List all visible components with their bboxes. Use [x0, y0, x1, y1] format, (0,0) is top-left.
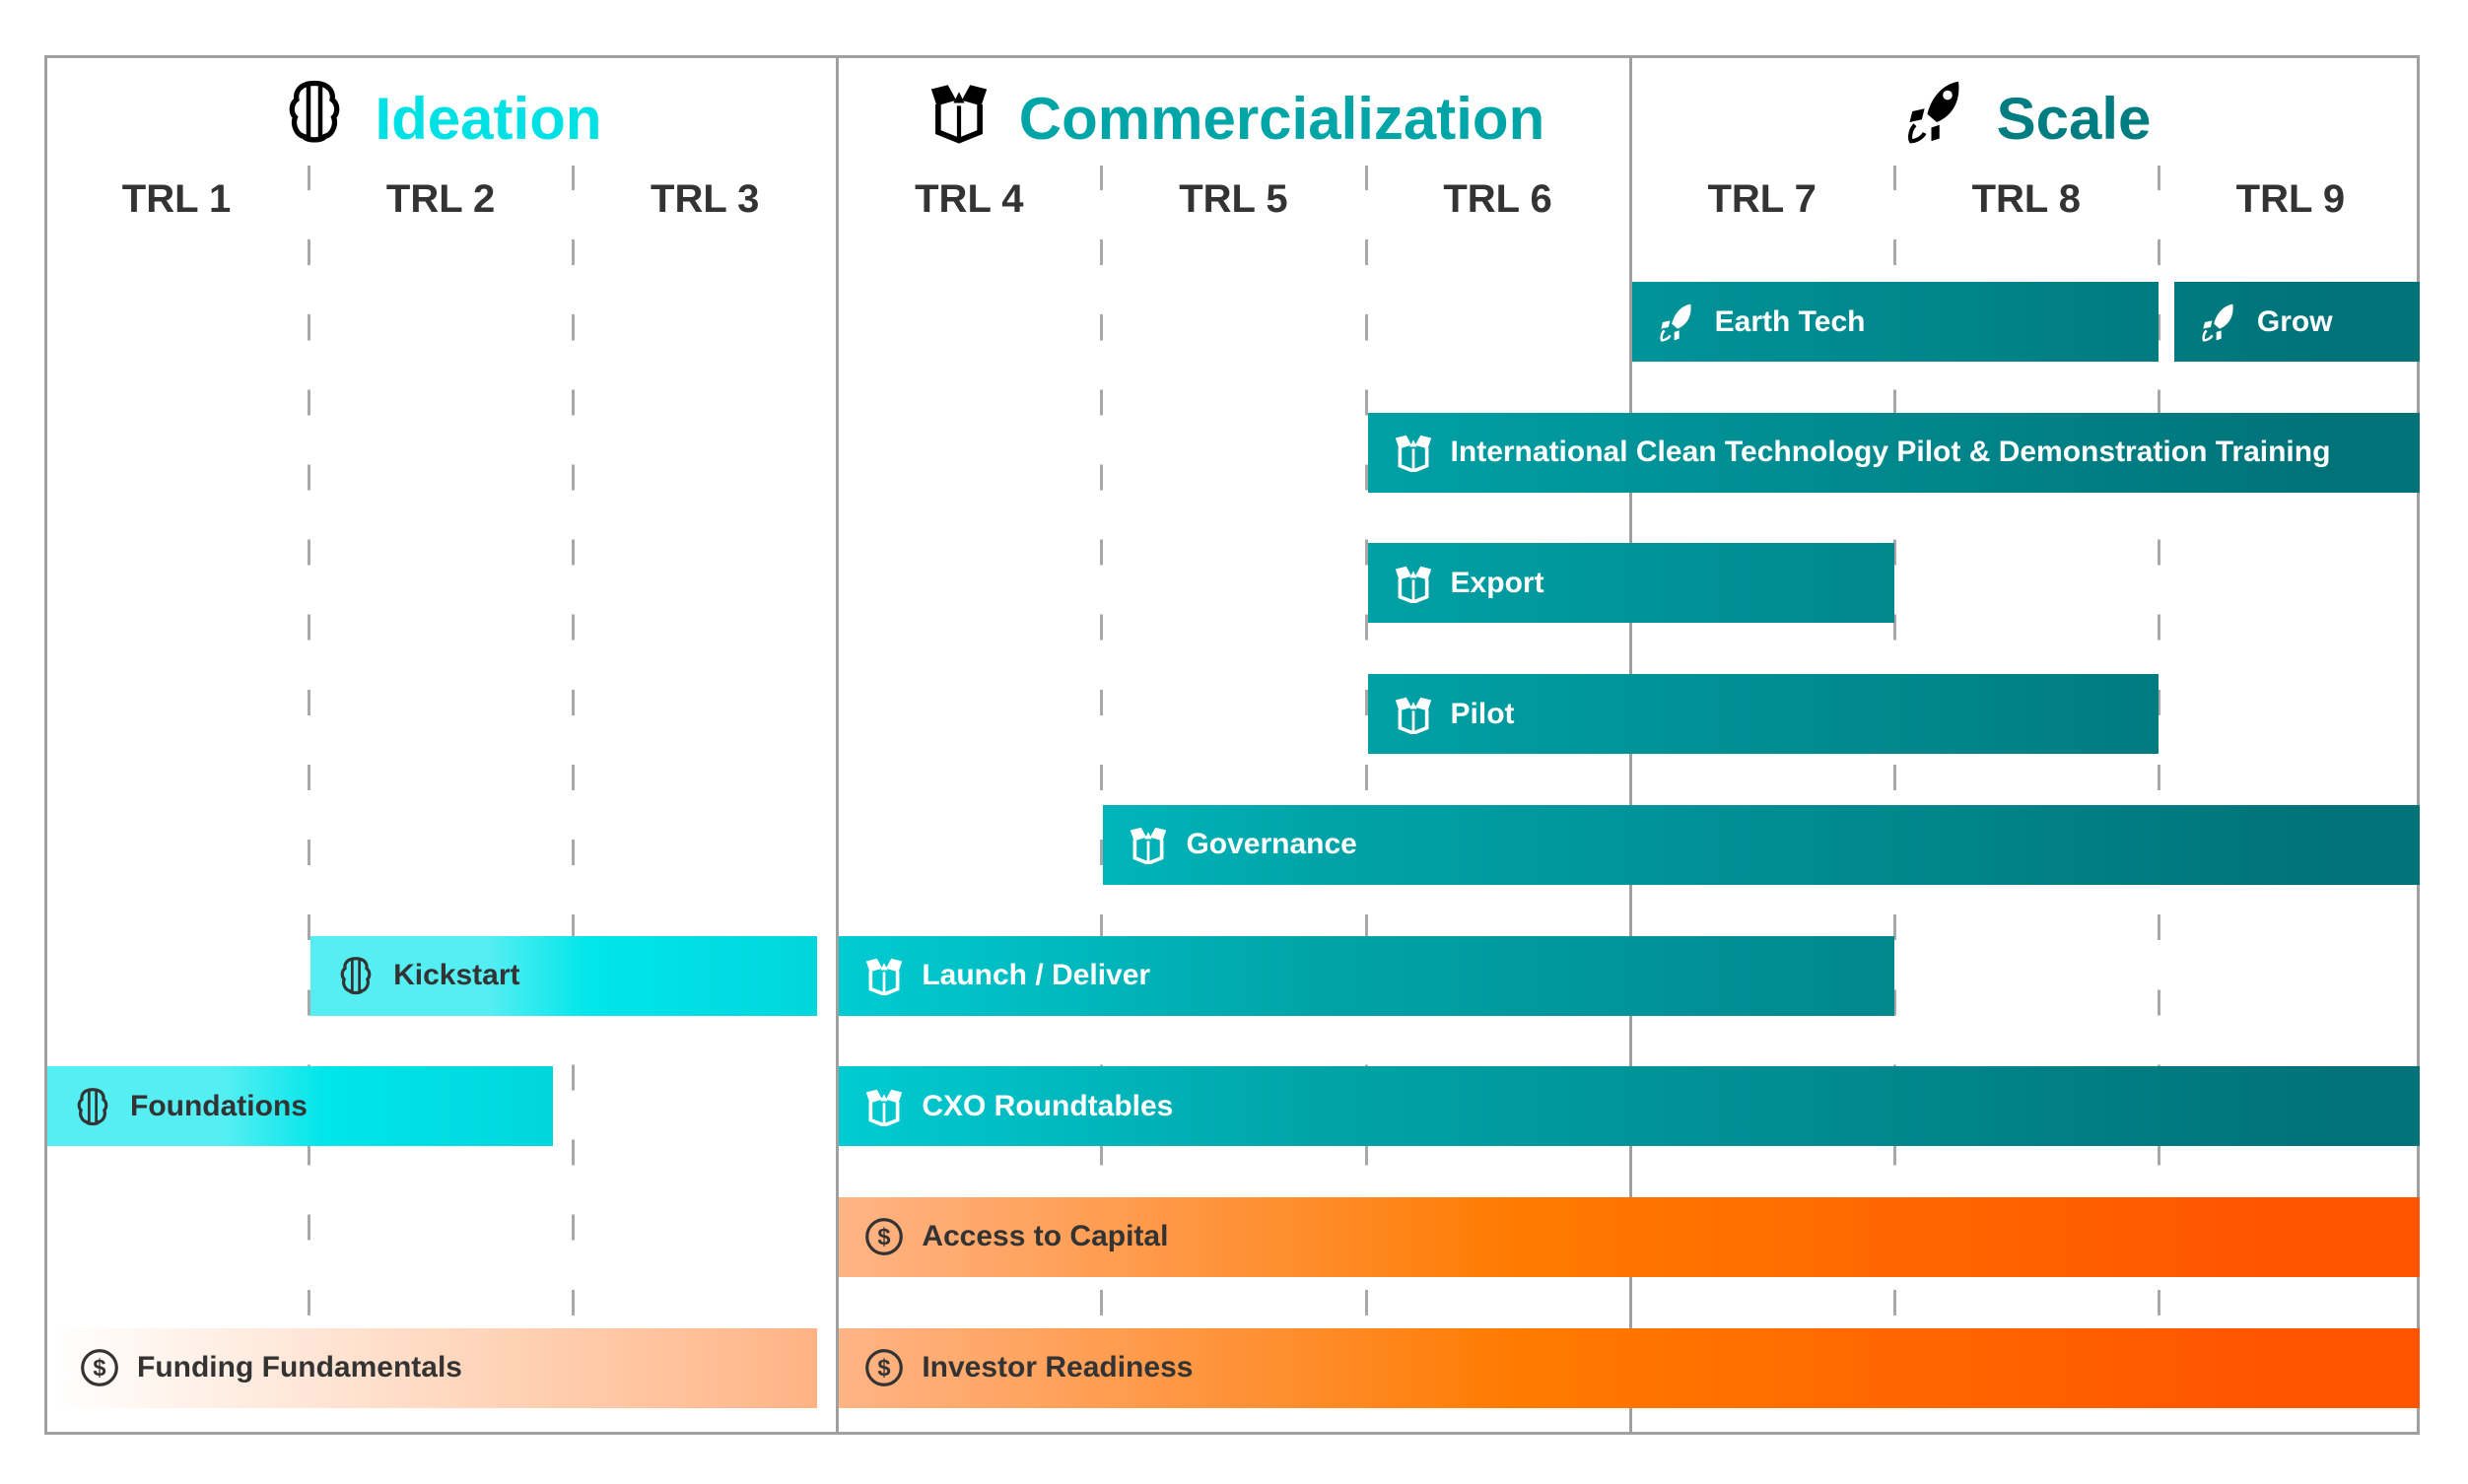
- open-box-icon: [928, 79, 990, 158]
- phase-title-ideation: Ideation: [375, 85, 602, 152]
- roadmap-frame: [44, 55, 2420, 1435]
- trl-label: TRL 8: [1971, 177, 2081, 221]
- open-box-icon: [1394, 564, 1433, 603]
- open-box-icon: [1394, 695, 1433, 734]
- program-label: Access to Capital: [922, 1220, 1169, 1253]
- svg-text:$: $: [878, 1226, 891, 1251]
- trl-divider: [308, 166, 310, 1437]
- trl-label: TRL 3: [651, 177, 760, 221]
- program-bar-export: Export: [1367, 543, 1894, 624]
- program-label: Pilot: [1450, 697, 1515, 730]
- phase-commercialization: Commercialization: [842, 77, 1631, 160]
- trl-label: TRL 1: [121, 177, 232, 221]
- program-label: Export: [1450, 566, 1544, 599]
- dollar-circle-icon: $: [864, 1217, 904, 1256]
- dollar-circle-icon: $: [80, 1348, 119, 1387]
- program-bar-governance: Governance: [1103, 804, 2420, 885]
- trl-label: TRL 5: [1179, 177, 1288, 221]
- trl-divider: [1100, 166, 1103, 1437]
- phase-divider: [836, 55, 839, 1435]
- brain-icon: [284, 79, 345, 158]
- trl-label: TRL 6: [1443, 177, 1552, 221]
- program-bar-investor-readiness: $ Investor Readiness: [839, 1327, 2420, 1408]
- rocket-icon: [1906, 79, 1967, 158]
- phase-title-commercialization: Commercialization: [1018, 85, 1545, 152]
- svg-text:$: $: [878, 1356, 891, 1382]
- open-box-icon: [1129, 825, 1168, 865]
- program-label: Grow: [2256, 304, 2333, 338]
- program-label: Foundations: [130, 1089, 308, 1122]
- open-box-icon: [864, 1087, 904, 1126]
- program-bar-earth-tech: Earth Tech: [1631, 282, 2159, 362]
- trl-label: TRL 9: [2235, 177, 2346, 221]
- program-label: Kickstart: [393, 959, 520, 991]
- program-label: CXO Roundtables: [922, 1089, 1174, 1122]
- open-box-icon: [864, 956, 904, 995]
- brain-icon: [73, 1087, 112, 1126]
- program-bar-access-to-capital: $ Access to Capital: [839, 1196, 2420, 1277]
- program-bar-launch-deliver: Launch / Deliver: [839, 935, 1894, 1016]
- dollar-circle-icon: $: [864, 1348, 904, 1387]
- trl-label: TRL 7: [1707, 177, 1817, 221]
- program-bar-foundations: Foundations: [47, 1066, 554, 1147]
- brain-icon: [336, 956, 376, 995]
- rocket-icon: [2200, 303, 2239, 342]
- trl-label: TRL 2: [385, 177, 496, 221]
- open-box-icon: [1394, 433, 1433, 473]
- trl-divider: [1893, 166, 1896, 1437]
- program-bar-international-clean-technology-pilot-demonstration-training: International Clean Technology Pilot & D…: [1367, 412, 2420, 493]
- program-bar-grow: Grow: [2173, 282, 2420, 362]
- program-bar-cxo-roundtables: CXO Roundtables: [839, 1066, 2420, 1147]
- program-bar-funding-fundamentals: $ Funding Fundamentals: [54, 1327, 818, 1408]
- program-label: Investor Readiness: [922, 1351, 1194, 1384]
- program-label: Funding Fundamentals: [137, 1351, 462, 1384]
- trl-divider: [572, 166, 575, 1437]
- program-label: Launch / Deliver: [922, 959, 1151, 991]
- trl-label: TRL 4: [915, 177, 1024, 221]
- rocket-icon: [1658, 303, 1697, 342]
- phase-scale: Scale: [1634, 77, 2423, 160]
- program-label: Earth Tech: [1714, 304, 1866, 338]
- trl-divider: [2158, 166, 2160, 1437]
- phase-title-scale: Scale: [1996, 85, 2152, 152]
- svg-text:$: $: [93, 1356, 105, 1382]
- program-bar-kickstart: Kickstart: [310, 935, 818, 1016]
- phase-ideation: Ideation: [47, 77, 839, 160]
- trl-divider: [1365, 166, 1368, 1437]
- program-label: Governance: [1186, 828, 1357, 861]
- program-label: International Clean Technology Pilot & D…: [1450, 436, 2331, 469]
- program-bar-pilot: Pilot: [1367, 674, 2159, 755]
